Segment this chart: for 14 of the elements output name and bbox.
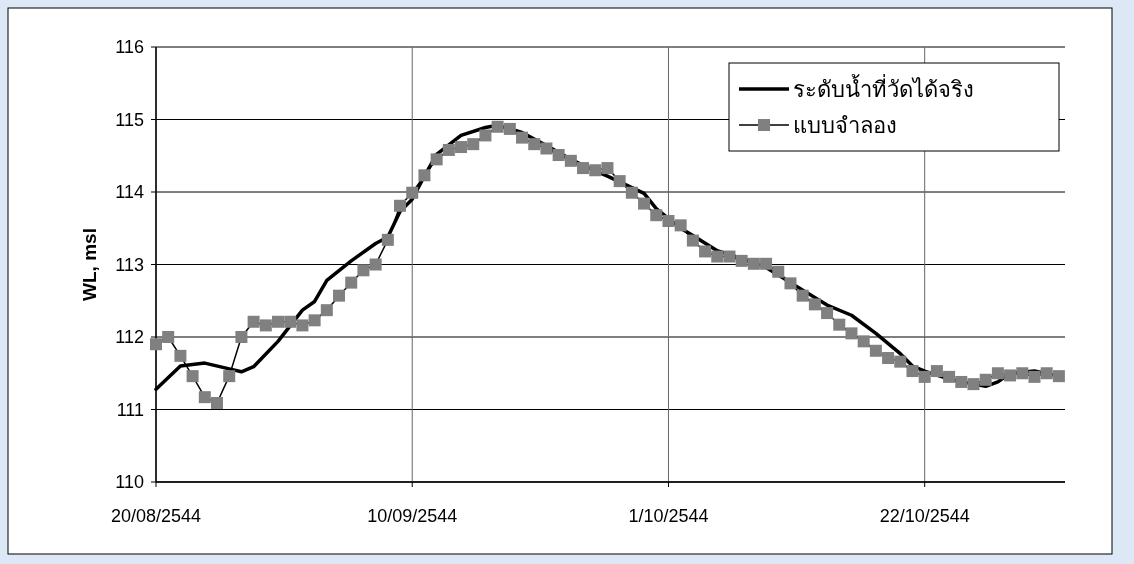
y-axis-title: WL, msl xyxy=(79,228,100,301)
y-tick-label: 113 xyxy=(115,254,144,275)
legend-label: ระดับน้ำที่วัดได้จริง xyxy=(793,74,974,102)
y-tick-label: 110 xyxy=(115,472,144,492)
legend-label: แบบจำลอง xyxy=(793,113,897,138)
x-tick-label: 22/10/2544 xyxy=(879,506,970,526)
y-tick-label: 115 xyxy=(115,109,144,130)
y-tick-label: 112 xyxy=(115,327,144,347)
x-tick-label: 1/10/2544 xyxy=(628,506,709,526)
y-tick-label: 114 xyxy=(115,182,144,202)
x-tick-label: 20/08/2544 xyxy=(110,506,202,526)
x-tick-label: 10/09/2544 xyxy=(367,506,458,526)
y-tick-label: 111 xyxy=(116,399,144,420)
y-tick-label: 116 xyxy=(115,37,144,57)
